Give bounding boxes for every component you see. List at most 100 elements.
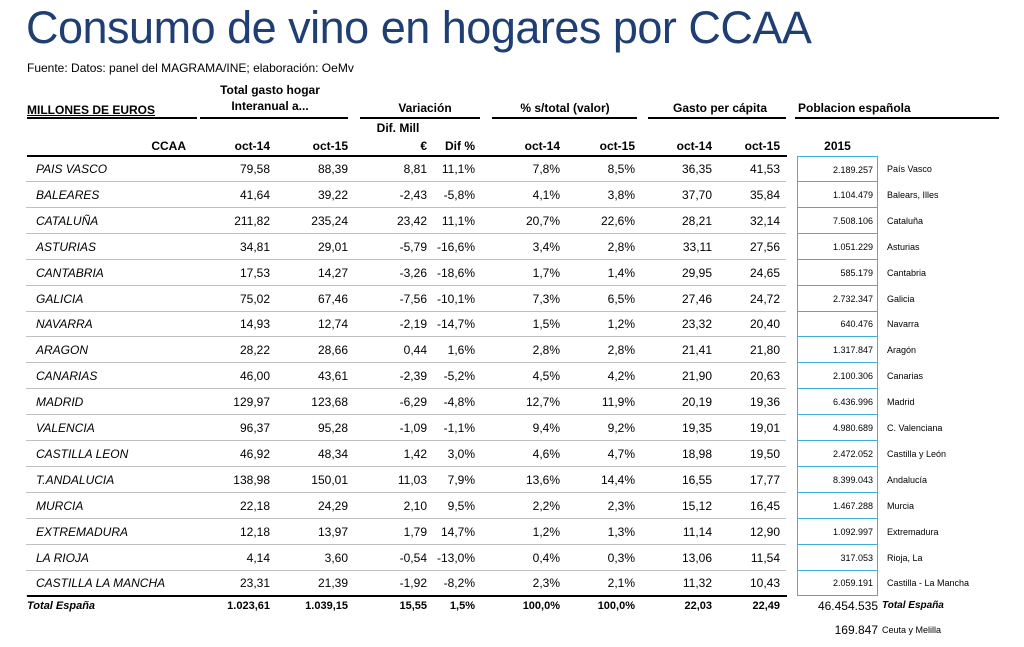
header-rule — [795, 117, 999, 119]
header-oct15-gasto: oct-15 — [312, 139, 348, 153]
cell-c14: 36,35 — [681, 162, 712, 176]
ccaa-name: VALENCIA — [36, 421, 95, 435]
header-poblacion: Poblacion española — [798, 101, 911, 115]
population-value: 2.732.347 — [797, 285, 878, 312]
cell-c15: 12,90 — [749, 524, 780, 539]
cell-g14: 211,82 — [234, 213, 270, 228]
cell-dif: -6,29 — [399, 395, 427, 410]
cell-p14: 4,1% — [532, 187, 560, 202]
cell-c15: 19,01 — [749, 421, 780, 435]
total-pop: 46.454.535 — [817, 599, 878, 613]
cell-c14: 29,95 — [681, 265, 712, 280]
cell-dif: -3,26 — [399, 265, 427, 280]
cell-dif: 1,79 — [403, 524, 427, 539]
population-region-name: Castilla y León — [887, 448, 947, 459]
header-rule — [360, 117, 480, 119]
cell-g14: 46,92 — [239, 446, 270, 461]
cell-g15: 43,61 — [317, 369, 348, 384]
cell-p14: 20,7% — [525, 213, 560, 228]
cell-c14: 15,12 — [681, 498, 712, 513]
total-popname: Total España — [882, 600, 944, 611]
cell-p14: 2,8% — [532, 343, 560, 358]
total-g14: 1.023,61 — [227, 600, 270, 612]
header-bottom-rule — [27, 155, 787, 157]
cell-p15: 2,8% — [607, 343, 635, 358]
population-region-name: Galicia — [887, 293, 915, 304]
header-year-2015: 2015 — [824, 139, 851, 153]
cell-p14: 2,2% — [532, 498, 560, 513]
row-separator — [26, 181, 786, 182]
cell-c14: 21,90 — [681, 369, 712, 384]
cell-c15: 10,43 — [749, 576, 780, 591]
table-row: LA RIOJA 4,14 3,60 -0,54 -13,0% 0,4% 0,3% 13,06… — [0, 544, 1024, 571]
ccaa-name: ARAGON — [36, 343, 89, 358]
cell-g15: 3,60 — [324, 550, 348, 565]
cell-p14: 12,7% — [525, 395, 560, 410]
header-gasto-per-capita: Gasto per cápita — [672, 101, 768, 115]
cell-dif: 2,10 — [403, 498, 427, 513]
row-separator — [26, 232, 786, 234]
population-region-name: C. Valenciana — [887, 423, 943, 433]
cell-p14: 4,5% — [532, 369, 560, 384]
population-value: 317.053 — [797, 544, 878, 571]
ccaa-name: MURCIA — [36, 498, 84, 513]
ccaa-name: NAVARRA — [36, 317, 93, 332]
row-separator — [26, 517, 786, 519]
cell-c15: 35,84 — [749, 187, 780, 202]
table-row: GALICIA 75,02 67,46 -7,56 -10,1% 7,3% 6,5% 27,4… — [0, 285, 1024, 312]
header-oct15-capita: oct-15 — [744, 139, 780, 153]
total-c15: 22,49 — [752, 600, 780, 612]
table-row: CATALUÑA 211,82 235,24 23,42 11,1% 20,7% 22,6%… — [0, 207, 1024, 234]
population-value: 1.092.997 — [797, 518, 878, 545]
cell-p14: 4,6% — [532, 446, 560, 461]
header-oct14-pct: oct-14 — [524, 139, 560, 153]
population-region-name: Aragón — [887, 345, 917, 356]
cell-c15: 11,54 — [750, 550, 780, 565]
row-separator — [26, 465, 786, 467]
cell-p15: 3,8% — [607, 187, 635, 202]
population-region-name: País Vasco — [887, 164, 932, 174]
cell-g15: 235,24 — [311, 213, 348, 228]
cell-c14: 11,14 — [682, 524, 712, 539]
cell-dif: -2,19 — [399, 317, 427, 332]
cell-p14: 7,8% — [532, 162, 560, 176]
cell-c14: 37,70 — [681, 187, 712, 202]
total-difp: 1,5% — [449, 600, 475, 612]
cell-difp: 11,1% — [441, 213, 475, 228]
cell-g15: 21,39 — [317, 576, 348, 591]
population-value: 2.100.306 — [797, 363, 878, 390]
header-oct15-pct: oct-15 — [599, 139, 635, 153]
cell-p15: 1,2% — [607, 317, 635, 332]
ccaa-name: CASTILLA LA MANCHA — [36, 576, 166, 591]
cell-difp: 11,1% — [441, 162, 475, 176]
header-dif-mill-line2: € — [420, 139, 427, 153]
cell-p14: 1,7% — [532, 265, 560, 280]
cell-g14: 17,53 — [239, 265, 270, 280]
population-value: 585.179 — [797, 259, 878, 286]
population-region-name: Rioja, La — [887, 552, 923, 563]
ccaa-name: CATALUÑA — [36, 213, 99, 228]
cell-c14: 19,35 — [681, 421, 712, 435]
ceuta-popname: Ceuta y Melilla — [882, 625, 942, 635]
cell-g14: 14,93 — [239, 317, 270, 332]
cell-c14: 23,32 — [681, 317, 712, 332]
cell-dif: -7,56 — [399, 291, 427, 306]
cell-p15: 1,4% — [607, 265, 635, 280]
cell-p15: 11,9% — [601, 395, 635, 410]
row-separator — [26, 336, 786, 338]
total-top-rule — [27, 595, 787, 597]
cell-p14: 13,6% — [525, 472, 560, 487]
cell-g14: 41,64 — [239, 187, 270, 202]
row-separator — [26, 543, 786, 545]
header-oct14-capita: oct-14 — [676, 139, 712, 153]
cell-dif: 23,42 — [396, 213, 427, 228]
total-row: Total España 1.023,61 1.039,15 15,55 1,5… — [0, 593, 1024, 619]
cell-difp: 14,7% — [440, 524, 475, 539]
cell-g14: 28,22 — [239, 343, 270, 358]
row-separator — [26, 206, 786, 208]
header-oct14-gasto: oct-14 — [234, 139, 270, 153]
table-row: MADRID 129,97 123,68 -6,29 -4,8% 12,7% 11,9% 20… — [0, 389, 1024, 416]
population-region-name: Murcia — [887, 500, 915, 511]
row-separator — [26, 388, 786, 390]
population-value: 1.051.229 — [797, 233, 878, 260]
